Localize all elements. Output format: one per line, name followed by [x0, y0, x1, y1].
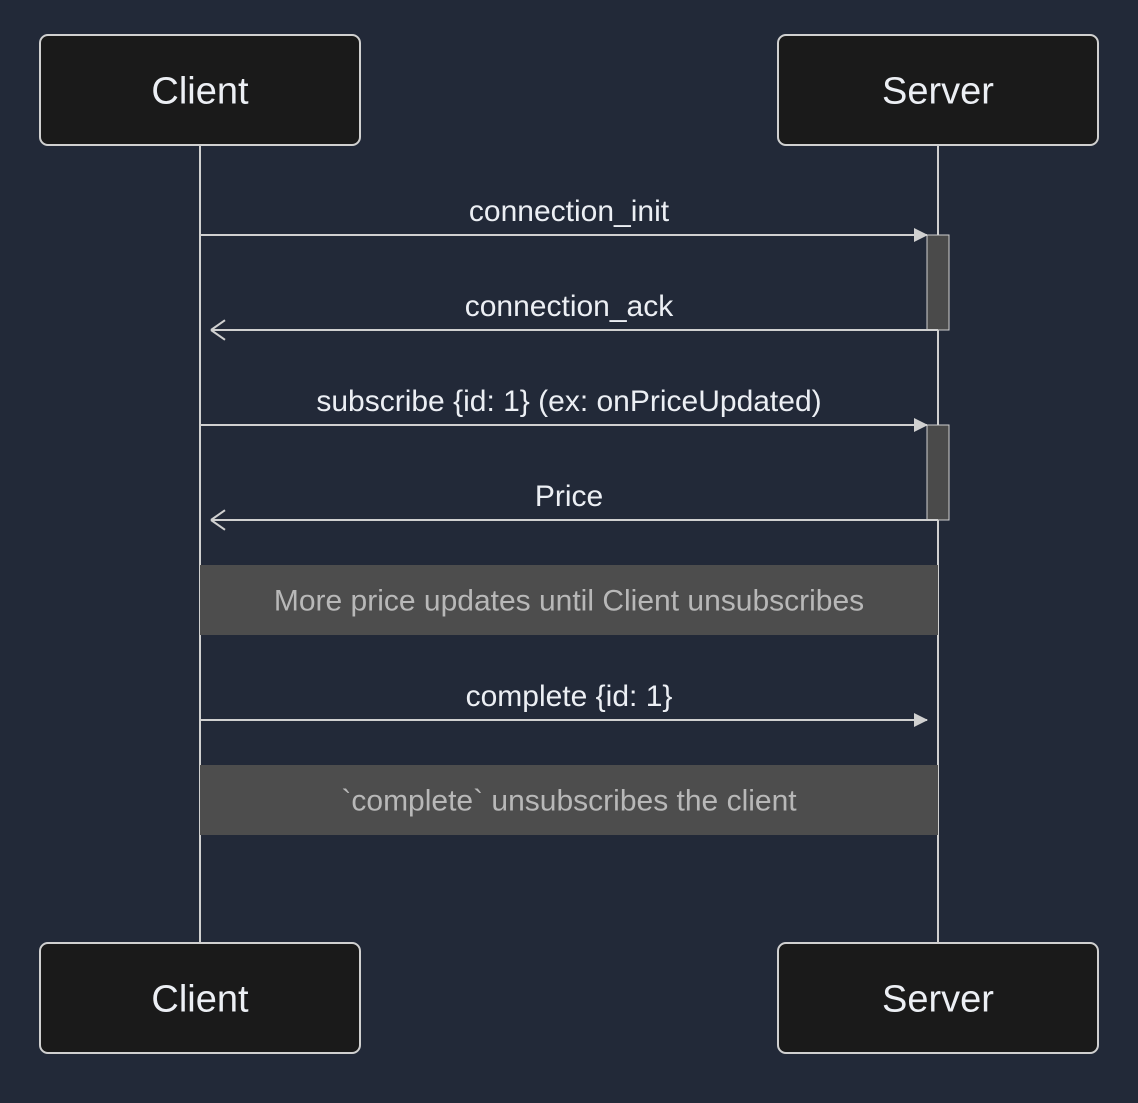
message-label: complete {id: 1} [466, 680, 673, 713]
activation-bar [927, 425, 949, 520]
message-label: subscribe {id: 1} (ex: onPriceUpdated) [316, 385, 821, 418]
sequence-diagram: connection_init connection_ack subscribe {… [0, 0, 1138, 1103]
actor-label-server: Server [882, 70, 994, 112]
message-label: Price [535, 480, 603, 513]
note-label: More price updates until Client unsubscr… [274, 585, 864, 618]
activation-bar [927, 235, 949, 330]
message-label: connection_init [469, 195, 670, 228]
actor-label-client: Client [151, 70, 249, 112]
message-label: connection_ack [465, 290, 674, 323]
note-label: `complete` unsubscribes the client [341, 785, 797, 818]
actor-label-server: Server [882, 978, 994, 1020]
actor-label-client: Client [151, 978, 249, 1020]
